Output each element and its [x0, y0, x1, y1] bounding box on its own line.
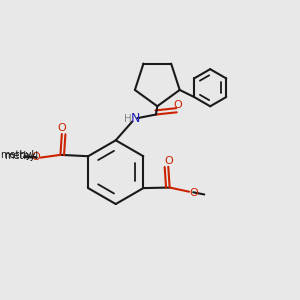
- Text: N: N: [130, 112, 140, 124]
- Text: O: O: [174, 100, 182, 110]
- Text: methyl: methyl: [4, 151, 39, 161]
- Text: methyl: methyl: [0, 150, 34, 161]
- Text: O: O: [189, 188, 198, 197]
- Text: O: O: [164, 156, 173, 166]
- Text: O: O: [32, 152, 40, 162]
- Text: H: H: [124, 114, 131, 124]
- Text: O: O: [57, 123, 66, 133]
